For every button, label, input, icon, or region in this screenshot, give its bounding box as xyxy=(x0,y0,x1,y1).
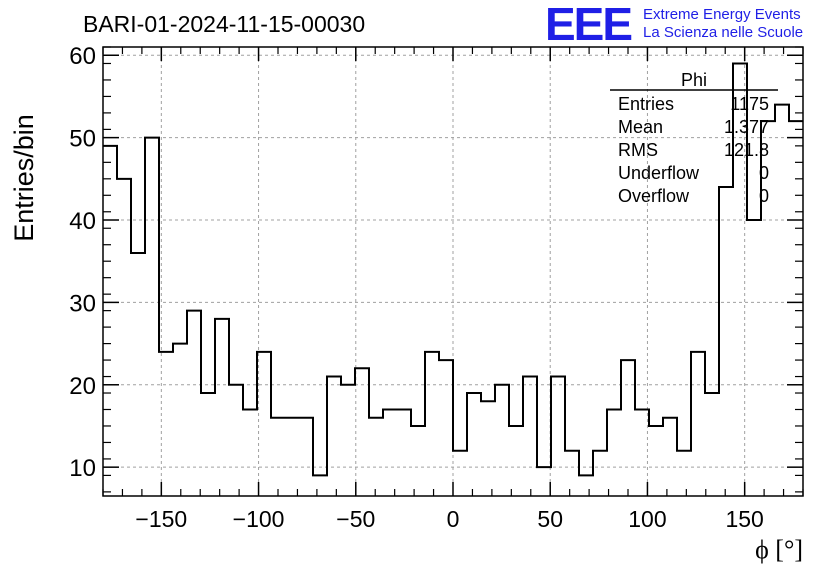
x-tick-label: −100 xyxy=(233,506,285,532)
stats-rows: Entries 1175 Mean 1.377 RMS 121.8 Underflow 0 Ov… xyxy=(618,94,769,206)
histogram-bin xyxy=(159,352,173,496)
x-tick-label: 50 xyxy=(537,506,563,532)
stats-row-label: Underflow xyxy=(618,163,700,183)
histogram-series xyxy=(103,62,803,496)
histogram-bin xyxy=(523,377,537,496)
histogram-bin xyxy=(663,418,677,496)
x-tick-label: −150 xyxy=(135,506,187,532)
y-tick-label: 10 xyxy=(69,455,96,482)
histogram-bin xyxy=(789,121,803,496)
logo-line-2: La Scienza nelle Scuole xyxy=(643,24,804,41)
histogram-bin xyxy=(411,426,425,496)
histogram-bin xyxy=(425,352,439,496)
histogram-bin xyxy=(565,451,579,496)
y-tick-label: 50 xyxy=(69,126,96,153)
logo-line-1: Extreme Energy Events xyxy=(643,6,801,23)
histogram-bin xyxy=(593,451,607,496)
histogram-bin xyxy=(243,409,257,496)
histogram-bin xyxy=(229,385,243,496)
histogram-bin xyxy=(705,393,719,496)
histogram-bin xyxy=(341,385,355,496)
histogram-bin xyxy=(649,426,663,496)
y-tick-label: 30 xyxy=(69,290,96,317)
y-tick-label: 40 xyxy=(69,208,96,235)
eee-logo-mark: EEE xyxy=(545,0,633,50)
histogram-bin xyxy=(285,418,299,496)
histogram-bin xyxy=(607,409,621,496)
tick-labels: −150 −100 −50 0 50 100 150 10 20 30 40 50 60 xyxy=(69,43,764,532)
x-tick-label: −50 xyxy=(336,506,375,532)
histogram-bin xyxy=(257,352,271,496)
histogram-bin xyxy=(775,105,789,496)
histogram-bin xyxy=(313,475,327,496)
histogram-bin xyxy=(145,138,159,496)
histogram-bin xyxy=(439,360,453,496)
stats-row-label: RMS xyxy=(618,140,658,160)
chart-title: BARI-01-2024-11-15-00030 xyxy=(83,11,365,37)
stats-row-label: Entries xyxy=(618,94,674,114)
stats-row-value: 0 xyxy=(759,163,769,183)
histogram-bin xyxy=(173,344,187,496)
histogram-bin xyxy=(691,352,705,496)
stats-row-value: 121.8 xyxy=(724,140,769,160)
histogram-bin xyxy=(187,311,201,496)
histogram-bin xyxy=(201,393,215,496)
histogram-bin xyxy=(215,319,229,496)
stats-row-value: 0 xyxy=(759,186,769,206)
histogram-bin xyxy=(467,393,481,496)
histogram-bin xyxy=(453,451,467,496)
histogram-bin xyxy=(719,187,733,496)
stats-row-value: 1.377 xyxy=(724,117,769,137)
histogram-bin xyxy=(677,451,691,496)
stats-box: Phi Entries 1175 Mean 1.377 RMS 121.8 Underflo… xyxy=(610,70,778,206)
x-tick-label: 150 xyxy=(725,506,763,532)
stats-title: Phi xyxy=(681,70,707,90)
histogram-bin xyxy=(509,426,523,496)
histogram-bin xyxy=(327,377,341,496)
y-axis-label: Entries/bin xyxy=(9,114,39,242)
stats-row-label: Mean xyxy=(618,117,663,137)
histogram-bin xyxy=(299,418,313,496)
x-axis-label: ϕ [°] xyxy=(755,535,803,564)
histogram-bin xyxy=(131,253,145,496)
stats-row-label: Overflow xyxy=(618,186,690,206)
histogram-bin xyxy=(369,418,383,496)
x-tick-label: 100 xyxy=(628,506,666,532)
stats-row-value: 1175 xyxy=(730,94,769,114)
y-tick-label: 20 xyxy=(69,373,96,400)
histogram-bin xyxy=(551,377,565,496)
histogram-bin xyxy=(495,385,509,496)
axis-ticks xyxy=(102,46,804,496)
histogram-bin xyxy=(117,179,131,496)
y-tick-label: 60 xyxy=(69,43,96,70)
histogram-bin xyxy=(579,475,593,496)
histogram-bin xyxy=(481,401,495,496)
histogram-bin xyxy=(271,418,285,496)
eee-logo: EEE Extreme Energy Events La Scienza nel… xyxy=(545,0,803,50)
histogram-bin xyxy=(621,360,635,496)
histogram-bin xyxy=(383,409,397,496)
histogram-bin xyxy=(355,368,369,496)
histogram-bin xyxy=(747,220,761,496)
eee-logo-text: Extreme Energy Events La Scienza nelle S… xyxy=(643,6,803,42)
histogram-bin xyxy=(397,409,411,496)
x-tick-label: 0 xyxy=(447,506,460,532)
histogram-bin xyxy=(103,146,117,496)
histogram-bin xyxy=(537,467,551,496)
histogram-outline xyxy=(103,62,803,477)
